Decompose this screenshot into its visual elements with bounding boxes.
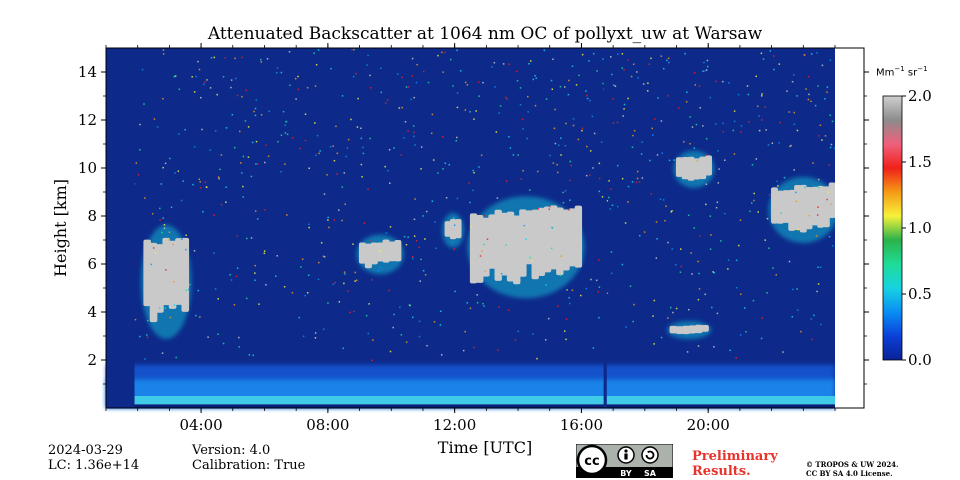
colorbar-tick-label: 2.0 [908,87,932,105]
cloud-3 [442,213,464,248]
backscatter-features [106,150,838,408]
prelim-line-1: Preliminary [692,449,778,464]
date-text: 2024-03-29 [48,443,123,458]
boundary-layer-0 [106,364,835,408]
no-data-area [835,48,864,408]
colorbar-tick-label: 0.0 [908,351,932,369]
cc-license-logo: cc BY SA [576,444,673,478]
y-tick-label: 8 [87,207,97,225]
noise-speckle [106,48,837,362]
preliminary-results-note: Preliminary Results. [692,449,778,479]
cloud-7 [768,177,838,243]
gap-0 [106,48,135,408]
chart-title: Attenuated Backscatter at 1064 nm OC of … [207,24,763,44]
x-tick-label: 08:00 [306,416,349,434]
colorbar-tick-label: 1.0 [908,219,932,237]
calibration-text: Calibration: True [192,458,306,473]
y-tick-label: 14 [78,63,97,81]
footer-date-block: 2024-03-29 LC: 1.36e+14 [48,443,139,473]
y-tick-label: 2 [87,351,97,369]
prelim-line-2: Results. [692,464,751,479]
colorbar-tick-label: 0.5 [908,285,932,303]
axes: 2 4 6 8 10 12 14 04:00 08:00 12:00 16:00 20:00 [78,43,869,434]
y-tick-label: 4 [87,303,97,321]
colorbar-unit: Mm−1 sr−1 [876,65,928,79]
y-tick-label: 12 [78,111,97,129]
x-tick-label: 04:00 [179,416,222,434]
x-tick-label: 20:00 [687,416,730,434]
colorbar-tick-label: 1.5 [908,153,932,171]
cc-icon: cc [584,454,599,469]
share-alike-icon [641,446,659,464]
lidar-constant-text: LC: 1.36e+14 [48,458,140,473]
cloud-6 [673,150,715,188]
colorbar-ticks: 0.0 0.5 1.0 1.5 2.0 [902,87,932,369]
cloud-1 [141,225,192,339]
y-tick-label: 10 [78,159,97,177]
y-tick-label: 6 [87,255,97,273]
svg-text:BY: BY [620,469,632,478]
colorbar [882,95,903,361]
x-tick-label: 16:00 [560,416,603,434]
cloud-4 [467,196,585,299]
y-axis-label: Height [km] [51,179,70,277]
gap-1 [603,48,607,408]
plot-frame [105,47,865,409]
data-gaps [106,48,864,408]
copyright-note: © TROPOS & UW 2024. CC BY SA 4.0 License… [806,460,899,478]
footer-version-block: Version: 4.0 Calibration: True [192,443,305,473]
version-text: Version: 4.0 [192,443,271,458]
svg-text:SA: SA [644,469,657,478]
cloud-2 [356,234,404,275]
x-tick-label: 12:00 [433,416,476,434]
copyright-line-2: CC BY SA 4.0 License. [806,469,893,478]
cloud-5 [667,321,712,339]
x-axis-label: Time [UTC] [438,438,532,457]
copyright-line-1: © TROPOS & UW 2024. [806,460,899,469]
